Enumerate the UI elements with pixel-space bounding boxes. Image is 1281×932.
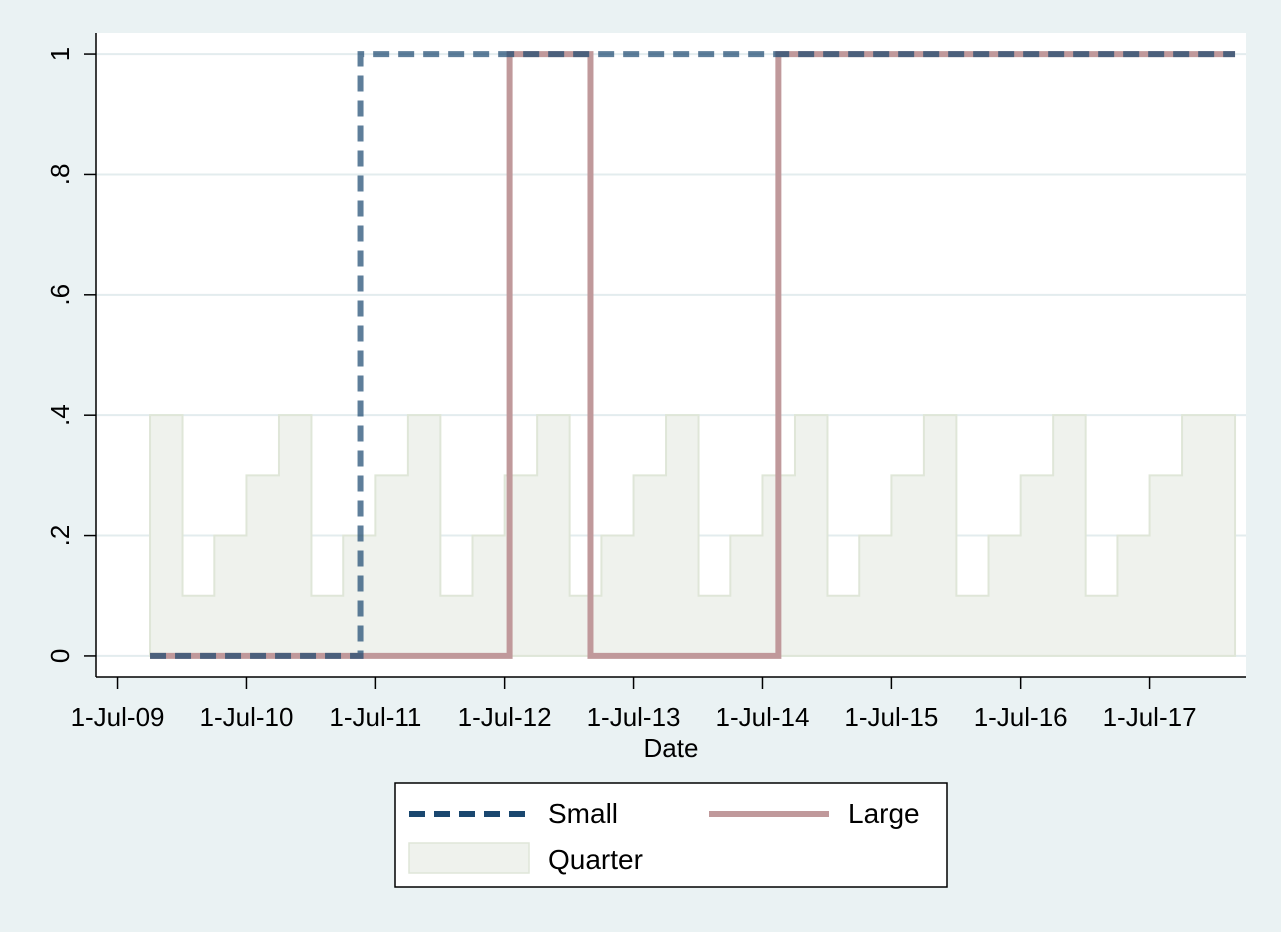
- legend-key-quarter: [408, 842, 530, 874]
- legend-label-quarter: Quarter: [548, 844, 643, 875]
- x-tick-label-2: 1-Jul-11: [329, 702, 421, 732]
- y-tick-label-2: .4: [45, 404, 75, 426]
- x-ticks: 1-Jul-09 1-Jul-10 1-Jul-11 1-Jul-12 1-Jul-13…: [71, 677, 1197, 732]
- quarter-area: [149, 414, 1237, 657]
- legend-label-large: Large: [848, 798, 920, 829]
- x-tick-label-8: 1-Jul-17: [1103, 702, 1197, 732]
- axes: [95, 33, 1246, 678]
- y-tick-label-5: 1: [45, 47, 75, 61]
- y-tick-label-1: .2: [45, 525, 75, 547]
- legend-label-small: Small: [548, 798, 618, 829]
- y-tick-label-4: .8: [45, 164, 75, 186]
- x-tick-label-0: 1-Jul-09: [71, 702, 165, 732]
- x-tick-label-5: 1-Jul-14: [716, 702, 810, 732]
- x-tick-label-3: 1-Jul-12: [458, 702, 552, 732]
- x-axis-title: Date: [644, 733, 699, 763]
- y-ticks: 0 .2 .4 .6 .8 1: [45, 47, 96, 663]
- series-line-large: [150, 51, 1236, 659]
- legend: Small Large Quarter: [394, 782, 948, 888]
- x-tick-label-6: 1-Jul-15: [844, 702, 938, 732]
- series-lines: [150, 51, 1236, 659]
- series-line-small: [150, 51, 1236, 659]
- x-tick-label-4: 1-Jul-13: [587, 702, 681, 732]
- series-quarter-area: [149, 414, 1237, 657]
- y-tick-label-3: .6: [45, 284, 75, 306]
- y-tick-label-0: 0: [45, 649, 75, 663]
- x-tick-label-1: 1-Jul-10: [199, 702, 293, 732]
- x-tick-label-7: 1-Jul-16: [974, 702, 1068, 732]
